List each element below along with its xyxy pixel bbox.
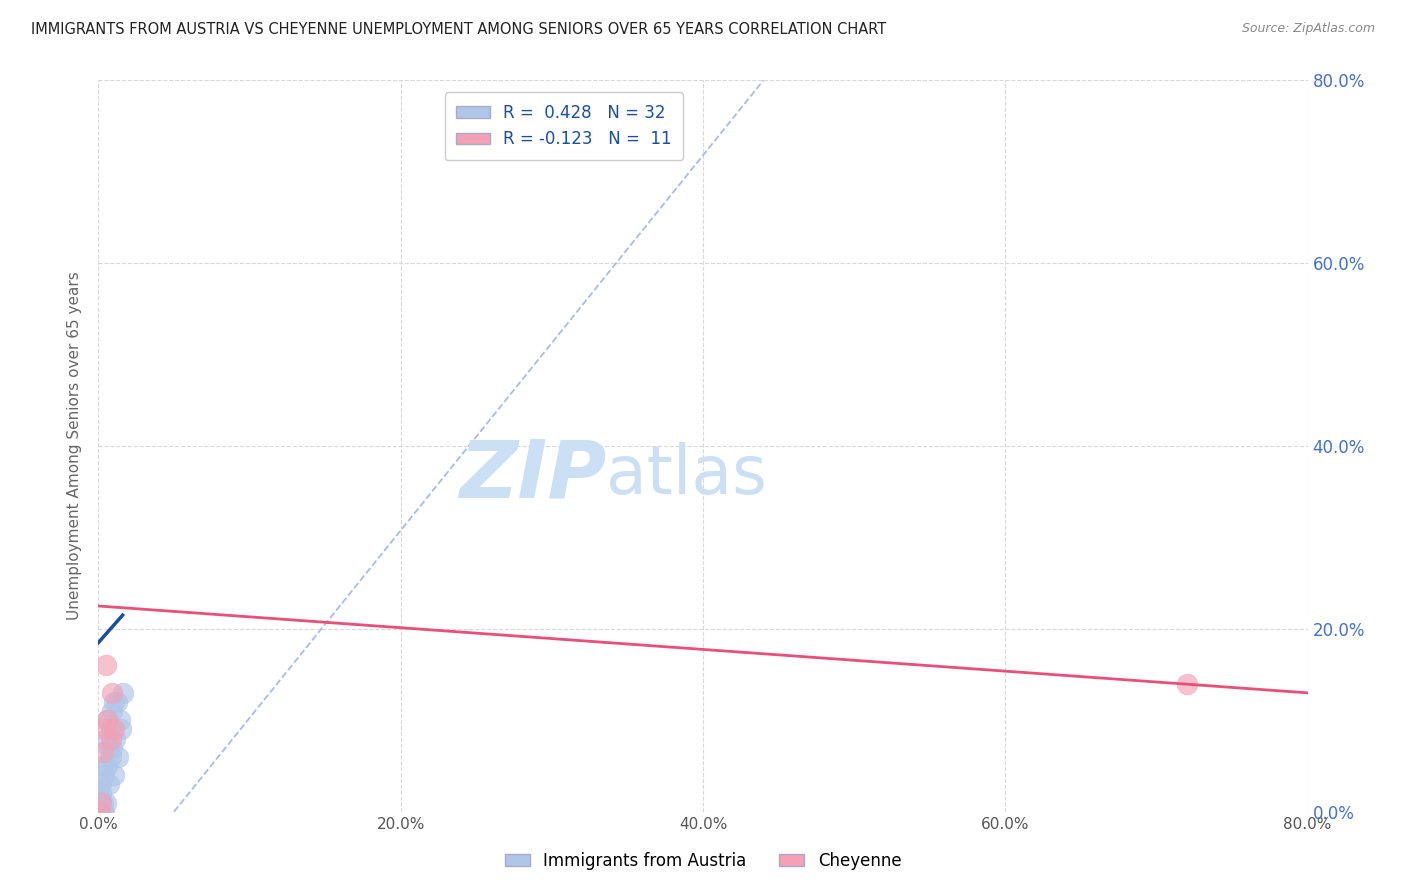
Point	[104, 731, 127, 746]
Point	[100, 749, 122, 764]
Point	[90, 805, 112, 819]
Point	[89, 805, 111, 819]
Point	[96, 714, 118, 728]
Point	[108, 714, 131, 728]
Point	[91, 805, 114, 819]
Legend: R =  0.428   N = 32, R = -0.123   N =  11: R = 0.428 N = 32, R = -0.123 N = 11	[444, 92, 683, 160]
Point	[93, 723, 115, 737]
Text: ZIP: ZIP	[458, 436, 606, 515]
Point	[98, 777, 121, 791]
Point	[1175, 676, 1198, 690]
Point	[111, 686, 134, 700]
Point	[107, 749, 129, 764]
Point	[90, 787, 112, 801]
Point	[101, 686, 124, 700]
Point	[103, 768, 125, 782]
Point	[91, 796, 114, 810]
Text: IMMIGRANTS FROM AUSTRIA VS CHEYENNE UNEMPLOYMENT AMONG SENIORS OVER 65 YEARS COR: IMMIGRANTS FROM AUSTRIA VS CHEYENNE UNEM…	[31, 22, 886, 37]
Legend: Immigrants from Austria, Cheyenne: Immigrants from Austria, Cheyenne	[498, 846, 908, 877]
Point	[94, 731, 117, 746]
Text: atlas: atlas	[606, 442, 768, 508]
Point	[94, 796, 117, 810]
Point	[89, 805, 111, 819]
Point	[100, 723, 122, 737]
Point	[90, 796, 112, 810]
Point	[103, 695, 125, 709]
Point	[93, 805, 115, 819]
Text: Source: ZipAtlas.com: Source: ZipAtlas.com	[1241, 22, 1375, 36]
Point	[100, 731, 122, 746]
Point	[90, 777, 112, 791]
Point	[90, 796, 112, 810]
Point	[105, 695, 128, 709]
Point	[89, 805, 111, 819]
Point	[103, 723, 125, 737]
Point	[91, 759, 114, 773]
Y-axis label: Unemployment Among Seniors over 65 years: Unemployment Among Seniors over 65 years	[67, 272, 83, 620]
Point	[96, 714, 118, 728]
Point	[89, 800, 111, 814]
Point	[89, 796, 111, 810]
Point	[93, 768, 115, 782]
Point	[96, 759, 118, 773]
Point	[94, 658, 117, 673]
Point	[101, 704, 124, 718]
Point	[101, 740, 124, 755]
Point	[98, 740, 121, 755]
Point	[89, 791, 111, 805]
Point	[91, 745, 114, 759]
Point	[110, 723, 132, 737]
